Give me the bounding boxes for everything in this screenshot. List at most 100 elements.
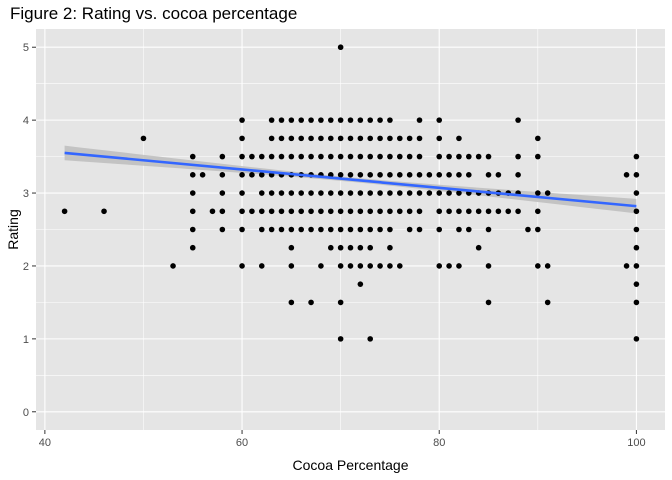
data-point — [406, 190, 413, 196]
data-point — [278, 117, 285, 123]
data-point — [456, 226, 462, 233]
data-point — [446, 208, 452, 215]
data-point — [633, 263, 640, 269]
data-point — [416, 172, 423, 178]
data-point — [258, 153, 265, 160]
data-point — [288, 190, 295, 196]
data-point — [485, 153, 492, 160]
data-point — [387, 153, 393, 160]
data-point — [288, 299, 295, 306]
data-point — [239, 117, 245, 123]
data-point — [466, 172, 472, 178]
data-point — [515, 117, 521, 123]
data-point — [357, 263, 364, 269]
data-point — [258, 208, 265, 215]
data-point — [466, 153, 472, 160]
data-point — [239, 172, 245, 178]
data-point — [357, 208, 364, 215]
data-point — [189, 190, 196, 196]
data-point — [347, 244, 354, 251]
data-point — [623, 263, 630, 269]
data-point — [633, 172, 640, 178]
data-point — [436, 226, 443, 233]
data-point — [140, 135, 147, 142]
data-point — [278, 226, 285, 233]
data-point — [367, 226, 374, 233]
data-point — [337, 172, 344, 178]
data-point — [288, 226, 295, 233]
data-point — [446, 190, 452, 196]
data-point — [327, 208, 334, 215]
data-point — [189, 172, 196, 178]
data-point — [337, 208, 344, 215]
data-point — [347, 263, 354, 269]
data-point — [258, 190, 265, 196]
data-point — [396, 153, 403, 160]
data-point — [544, 190, 551, 196]
data-point — [357, 135, 364, 142]
data-point — [396, 172, 403, 178]
data-point — [347, 135, 354, 142]
data-point — [308, 226, 314, 233]
data-point — [396, 190, 403, 196]
data-point — [485, 208, 492, 215]
data-point — [406, 135, 413, 142]
data-point — [318, 208, 324, 215]
data-point — [475, 208, 482, 215]
data-point — [387, 263, 393, 269]
data-point — [337, 244, 344, 251]
data-point — [357, 153, 364, 160]
data-point — [170, 263, 176, 269]
data-point — [308, 208, 314, 215]
data-point — [456, 153, 462, 160]
x-axis-title: Cocoa Percentage — [293, 457, 409, 473]
data-point — [633, 244, 640, 251]
data-point — [288, 208, 295, 215]
data-point — [308, 117, 314, 123]
data-point — [189, 208, 196, 215]
data-point — [219, 190, 226, 196]
y-tick-label: 4 — [23, 115, 29, 127]
data-point — [426, 172, 433, 178]
data-point — [318, 153, 324, 160]
data-point — [278, 190, 285, 196]
x-axis: 40 60 80 100 — [39, 430, 646, 449]
data-point — [288, 117, 295, 123]
data-point — [633, 208, 640, 215]
data-point — [239, 153, 245, 160]
data-point — [387, 117, 393, 123]
data-point — [505, 208, 512, 215]
x-tick-label: 40 — [39, 437, 51, 449]
data-point — [633, 153, 640, 160]
data-point — [288, 244, 295, 251]
data-point — [367, 153, 374, 160]
data-point — [495, 208, 502, 215]
data-point — [416, 190, 423, 196]
y-axis: 0 1 2 3 4 5 — [23, 42, 36, 419]
data-point — [367, 190, 374, 196]
data-point — [396, 135, 403, 142]
data-point — [387, 226, 393, 233]
x-tick-label: 80 — [433, 437, 445, 449]
data-point — [347, 117, 354, 123]
data-point — [347, 190, 354, 196]
data-point — [623, 172, 630, 178]
data-point — [219, 153, 226, 160]
data-point — [436, 208, 443, 215]
data-point — [406, 153, 413, 160]
data-point — [535, 208, 541, 215]
data-point — [367, 135, 374, 142]
data-point — [367, 208, 374, 215]
data-point — [495, 172, 502, 178]
data-point — [436, 135, 443, 142]
data-point — [239, 208, 245, 215]
data-point — [377, 117, 383, 123]
data-point — [308, 153, 314, 160]
data-point — [347, 208, 354, 215]
data-point — [268, 153, 275, 160]
data-point — [268, 135, 275, 142]
data-point — [396, 208, 403, 215]
data-point — [544, 263, 551, 269]
trend-line — [64, 151, 637, 208]
data-point — [298, 117, 305, 123]
